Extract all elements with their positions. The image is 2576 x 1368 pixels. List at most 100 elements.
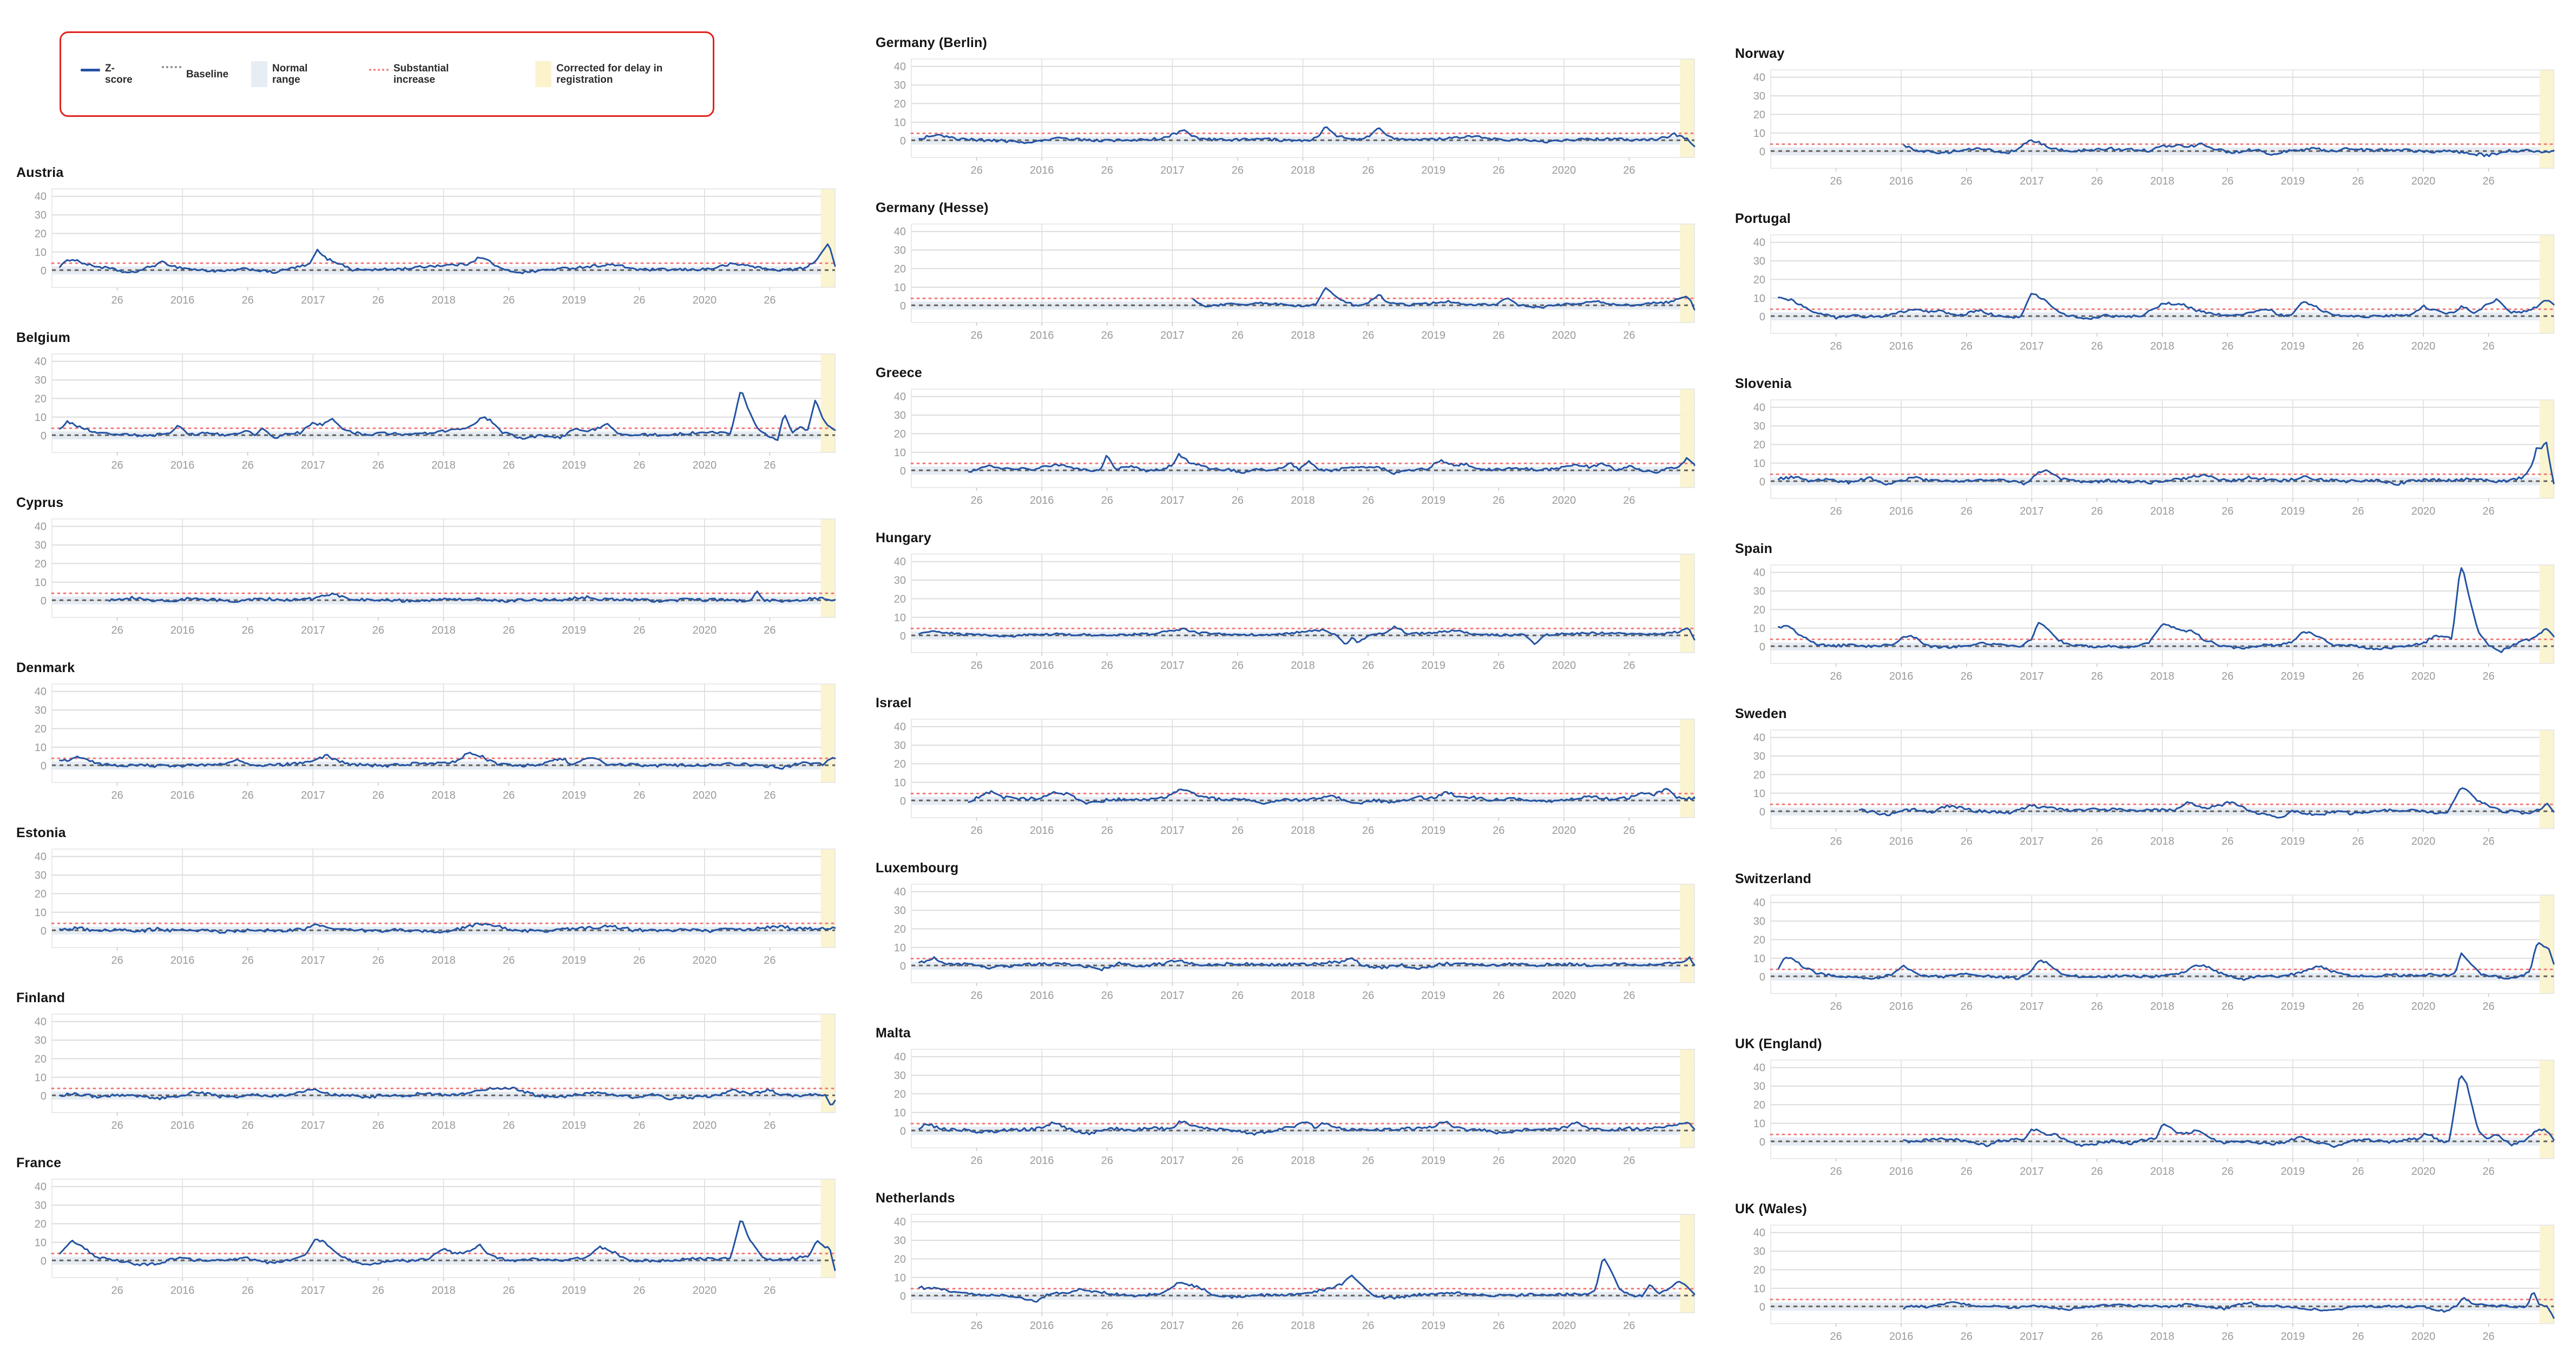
x-axis-label: 26: [242, 1285, 254, 1297]
x-axis-label: 2017: [301, 1120, 325, 1132]
y-axis-label: 30: [894, 740, 906, 752]
x-axis-label: 26: [2091, 505, 2103, 517]
chart-title: UK (England): [1735, 1036, 1822, 1051]
x-axis-label: 26: [1623, 1320, 1635, 1332]
chart-canvas: 26 2016 26 2017 26 2018 26 2019 26 2020 26 0 10 20 30 4…: [1753, 1225, 2555, 1343]
y-axis-label: 40: [35, 686, 47, 698]
x-axis-label: 26: [2091, 1331, 2103, 1343]
x-axis-label: 2016: [1030, 495, 1054, 507]
x-axis-label: 26: [1362, 330, 1374, 341]
z-score-line: [1903, 1292, 2555, 1319]
x-axis-label: 2018: [1291, 1155, 1315, 1167]
y-axis-label: 40: [894, 556, 906, 568]
x-axis-label: 2020: [693, 1120, 717, 1132]
y-axis-label: 30: [1753, 586, 1765, 597]
x-axis-label: 26: [1232, 825, 1244, 837]
legend-label: Substantial increase: [393, 63, 449, 86]
chart-norway: Norway 26 2016 26 2017 26 2018 26 2019 26 2020 26 0 1…: [1734, 46, 2563, 196]
x-axis-label: 2017: [301, 459, 325, 471]
x-axis-label: 26: [503, 624, 515, 636]
chart-uk-wales: UK (Wales) 26 2016 26 2017 26 2018 26 2019 26 2020…: [1734, 1201, 2563, 1352]
x-axis-label: 2020: [2411, 836, 2436, 847]
x-axis-label: 2020: [1552, 495, 1576, 507]
x-axis-label: 2018: [431, 1285, 456, 1297]
x-axis-label: 26: [1232, 1155, 1244, 1167]
y-axis-label: 30: [1753, 751, 1765, 762]
x-axis-label: 2016: [1030, 165, 1054, 176]
y-axis-label: 10: [894, 612, 906, 624]
x-axis-label: 26: [1232, 990, 1244, 1002]
y-axis-label: 20: [1753, 1264, 1765, 1276]
y-axis-label: 20: [894, 1253, 906, 1265]
x-axis-label: 26: [242, 459, 254, 471]
chart-canvas: 26 2016 26 2017 26 2018 26 2019 26 2020 26 0 10 20 30 4…: [894, 1049, 1696, 1167]
x-axis-label: 2016: [1889, 1331, 1914, 1343]
y-axis-label: 20: [1753, 769, 1765, 781]
x-axis-label: 2020: [1552, 990, 1576, 1002]
y-axis-label: 10: [894, 1107, 906, 1119]
y-axis-label: 40: [35, 1181, 47, 1193]
y-axis-label: 40: [894, 1051, 906, 1063]
x-axis-label: 26: [764, 790, 776, 801]
y-axis-label: 40: [35, 521, 47, 533]
chart-germany-hesse: Germany (Hesse) 26 2016 26 2017 26 2018 26 2019 2…: [875, 200, 1704, 351]
x-axis-label: 26: [2352, 505, 2364, 517]
y-axis-label: 10: [894, 942, 906, 954]
x-axis-label: 26: [1623, 825, 1635, 837]
y-axis-label: 10: [35, 1072, 47, 1084]
chart-uk-england: UK (England) 26 2016 26 2017 26 2018 26 2019 26 20…: [1734, 1036, 2563, 1187]
chart-title: Luxembourg: [876, 860, 959, 876]
z-score-line: [59, 1087, 836, 1106]
x-axis-label: 2016: [1889, 340, 1914, 352]
y-axis-label: 20: [35, 228, 47, 240]
chart-canvas: 26 2016 26 2017 26 2018 26 2019 26 2020 26 0 10 20 30 4…: [35, 849, 836, 966]
x-axis-label: 26: [1362, 825, 1374, 837]
x-axis-label: 2018: [2150, 1001, 2174, 1012]
x-axis-label: 2016: [1030, 825, 1054, 837]
x-axis-label: 2019: [1421, 990, 1445, 1002]
x-axis-label: 26: [372, 294, 384, 306]
y-axis-label: 10: [35, 247, 47, 259]
y-axis-label: 20: [35, 1218, 47, 1230]
y-axis-label: 40: [1753, 72, 1765, 84]
x-axis-label: 2019: [1421, 330, 1445, 341]
x-axis-label: 2018: [431, 294, 456, 306]
x-axis-label: 26: [970, 1320, 982, 1332]
x-axis-label: 2016: [1030, 1155, 1054, 1167]
x-axis-label: 26: [1623, 165, 1635, 176]
x-axis-label: 26: [1493, 495, 1504, 507]
chart-canvas: 26 2016 26 2017 26 2018 26 2019 26 2020 26 0 10 20 30 4…: [894, 884, 1696, 1002]
y-axis-label: 0: [900, 1126, 906, 1137]
y-axis-label: 10: [1753, 1283, 1765, 1295]
y-axis-label: 0: [41, 925, 47, 937]
chart-title: France: [16, 1155, 62, 1170]
x-axis-label: 26: [1101, 1320, 1113, 1332]
delay-correction-band: [2539, 1060, 2554, 1159]
x-axis-label: 2020: [2411, 175, 2436, 187]
x-axis-label: 26: [372, 1285, 384, 1297]
chart-cyprus: Cyprus 26 2016 26 2017 26 2018 26 2019 26 2020 26 0 1…: [15, 495, 844, 646]
x-axis-label: 26: [764, 459, 776, 471]
x-axis-label: 2019: [1421, 165, 1445, 176]
x-axis-label: 26: [503, 1120, 515, 1132]
x-axis-label: 26: [111, 790, 123, 801]
x-axis-label: 2017: [2020, 836, 2044, 847]
chart-canvas: 26 2016 26 2017 26 2018 26 2019 26 2020 26 0 10 20 30 4…: [35, 353, 836, 471]
legend-label: Normal range: [272, 63, 308, 86]
y-axis-label: 10: [894, 777, 906, 789]
x-axis-label: 26: [242, 1120, 254, 1132]
y-axis-label: 40: [35, 1016, 47, 1028]
legend-item-corrected-for-delay-in-registration: Corrected for delay in registration: [535, 61, 708, 87]
x-axis-label: 2020: [1552, 165, 1576, 176]
x-axis-label: 2020: [2411, 1331, 2436, 1343]
y-axis-label: 30: [894, 1235, 906, 1247]
y-axis-label: 40: [35, 356, 47, 368]
y-axis-label: 20: [894, 98, 906, 110]
x-axis-label: 26: [2091, 1001, 2103, 1012]
y-axis-label: 0: [900, 630, 906, 642]
y-axis-label: 0: [900, 135, 906, 147]
y-axis-label: 30: [35, 705, 47, 716]
x-axis-label: 26: [1232, 165, 1244, 176]
x-axis-label: 2016: [1889, 836, 1914, 847]
y-axis-label: 0: [1759, 311, 1765, 323]
